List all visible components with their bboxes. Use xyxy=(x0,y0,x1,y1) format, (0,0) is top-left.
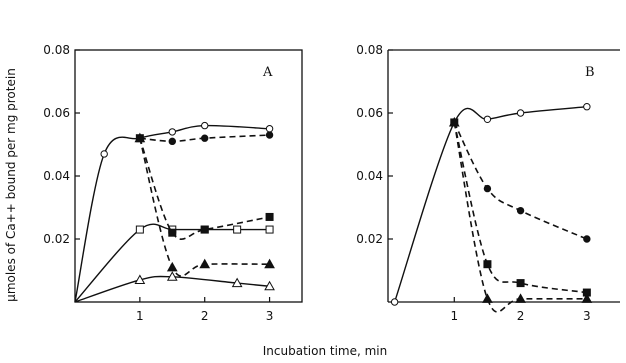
x-tick-label: 3 xyxy=(266,309,274,323)
data-point-filled-circle xyxy=(168,137,176,146)
data-point-open-circle xyxy=(265,125,274,133)
series-line-filled-circle xyxy=(453,122,588,240)
data-point-filled-square xyxy=(516,279,525,288)
data-point-filled-circle xyxy=(265,131,274,139)
y-tick-label: 0.08 xyxy=(43,43,70,57)
data-point-open-triangle xyxy=(134,274,146,284)
y-tick-label: 0.06 xyxy=(356,106,383,120)
series-line-open-circle xyxy=(74,124,270,303)
data-point-open-square xyxy=(265,225,274,234)
data-point-open-circle xyxy=(390,298,399,306)
data-point-filled-triangle xyxy=(482,293,493,303)
data-point-open-circle xyxy=(201,121,209,130)
data-point-open-square xyxy=(233,225,242,234)
y-tick-label: 0.04 xyxy=(356,169,383,183)
data-point-filled-triangle xyxy=(166,261,178,272)
panel-a: A 1 2 3 0.02 0.04 0.06 0.08 xyxy=(43,43,303,323)
y-tick-label: 0.08 xyxy=(356,43,383,57)
y-tick-label: 0.06 xyxy=(43,106,70,120)
panel-label-b: B xyxy=(585,65,595,80)
data-point-filled-circle xyxy=(583,235,591,243)
data-point-filled-square xyxy=(265,212,274,221)
data-point-open-circle xyxy=(168,128,176,136)
data-point-open-circle xyxy=(583,103,591,111)
data-point-filled-triangle xyxy=(199,258,211,269)
data-point-open-circle xyxy=(100,150,108,158)
data-point-filled-circle xyxy=(516,206,525,215)
data-point-open-circle xyxy=(516,109,525,117)
panel-b: B 1 2 3 0.02 0.04 0.06 0.08 xyxy=(356,43,620,323)
x-tick-label: 3 xyxy=(583,309,591,323)
series-line-filled-square xyxy=(453,122,587,294)
x-tick-label: 2 xyxy=(517,309,525,323)
data-point-filled-square xyxy=(483,260,492,269)
x-tick-label: 2 xyxy=(201,309,209,323)
data-point-filled-triangle xyxy=(581,293,593,303)
data-point-filled-square xyxy=(168,228,177,237)
data-point-filled-triangle xyxy=(134,132,146,143)
data-point-filled-triangle xyxy=(515,293,526,303)
series-line-filled-square xyxy=(139,137,270,240)
data-point-open-circle xyxy=(483,115,492,124)
x-tick-label: 1 xyxy=(450,309,458,323)
y-axis-title: μmoles of Ca++ bound per mg protein xyxy=(4,68,18,302)
series-line-open-circle xyxy=(393,106,587,303)
data-point-filled-circle xyxy=(483,184,492,193)
data-point-open-triangle xyxy=(264,280,275,291)
data-point-filled-triangle xyxy=(448,116,460,127)
data-point-filled-square xyxy=(200,225,209,234)
series-line-filled-circle xyxy=(139,134,270,143)
x-axis-title: Incubation time, min xyxy=(263,344,388,358)
data-point-open-square xyxy=(135,225,144,234)
series-line-filled-triangle xyxy=(453,122,587,313)
data-point-open-triangle xyxy=(231,277,243,288)
y-tick-label: 0.04 xyxy=(43,169,70,183)
data-point-open-triangle xyxy=(166,271,178,281)
data-point-filled-circle xyxy=(201,134,209,142)
y-tick-label: 0.02 xyxy=(43,232,70,246)
data-point-filled-triangle xyxy=(264,258,275,269)
series-line-filled-triangle xyxy=(139,138,270,277)
panel-label-a: A xyxy=(262,65,273,80)
x-tick-label: 1 xyxy=(136,309,144,323)
y-tick-label: 0.02 xyxy=(356,232,383,246)
